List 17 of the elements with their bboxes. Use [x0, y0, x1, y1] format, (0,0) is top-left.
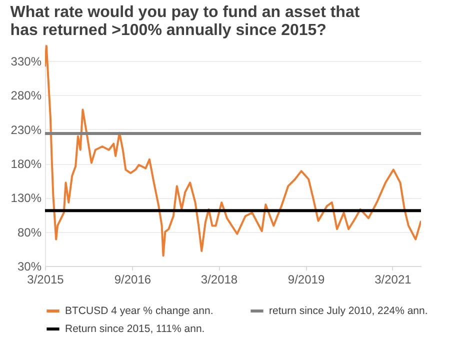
- legend-label: return since July 2010, 224% ann.: [269, 305, 428, 317]
- y-tick-label: 80%: [17, 225, 42, 240]
- chart-title: What rate would you pay to fund an asset that has returned >100% annually since 2015?: [10, 4, 360, 39]
- y-tick-label: 330%: [10, 54, 42, 69]
- y-tick-label: 30%: [17, 260, 42, 274]
- x-tick-label: 3/2015: [27, 272, 64, 286]
- y-tick-label: 280%: [10, 88, 42, 103]
- x-tick-label: 9/2019: [288, 272, 325, 286]
- y-tick-label: 130%: [10, 191, 42, 206]
- x-tick-label: 9/2016: [114, 272, 152, 286]
- legend-label: Return since 2015, 111% ann.: [65, 323, 205, 335]
- y-tick-label: 230%: [10, 122, 42, 137]
- x-tick-label: 3/2018: [200, 272, 238, 286]
- line-series: [45, 45, 421, 257]
- x-tick-label: 3/2021: [374, 272, 412, 286]
- legend-label: BTCUSD 4 year % change ann.: [65, 305, 214, 317]
- y-tick-label: 180%: [10, 157, 42, 172]
